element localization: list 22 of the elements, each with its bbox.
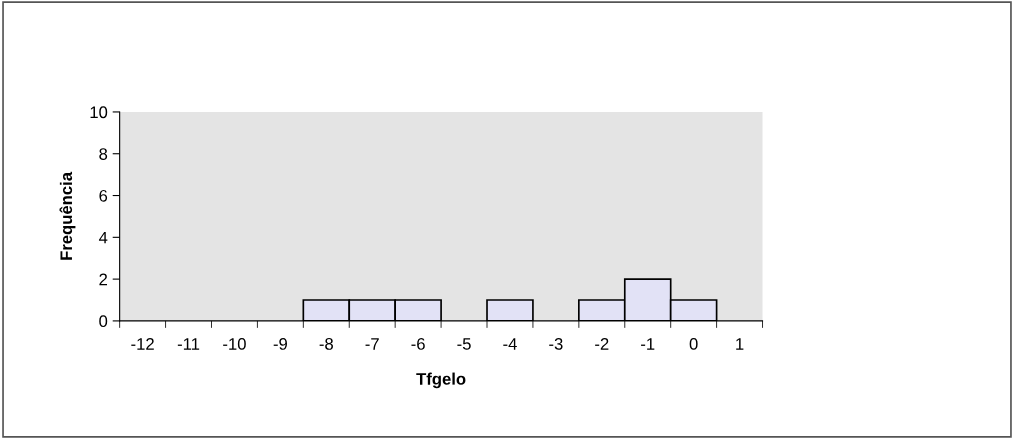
x-tick-label: -4 (503, 338, 517, 350)
y-tick-label: 4 (98, 231, 108, 244)
x-tick-label: -10 (223, 338, 246, 350)
x-tick-label: -3 (549, 338, 563, 350)
x-tick-label: -2 (595, 338, 609, 350)
y-tick-label: 0 (99, 315, 108, 328)
y-axis-title: Frequência (59, 171, 76, 260)
y-tick-label: 8 (99, 148, 108, 160)
x-tick-label: -1 (641, 338, 655, 350)
x-tick-label: -7 (365, 338, 379, 350)
y-tick-label: 2 (99, 273, 108, 286)
x-axis-title: Tfgelo (416, 372, 466, 389)
x-tick-label: 1 (736, 338, 744, 350)
y-tick-label: 10 (90, 106, 108, 119)
y-tick-label: 6 (99, 189, 108, 202)
x-tick-label: -6 (411, 338, 425, 350)
x-tick-label: -8 (319, 338, 333, 350)
x-tick-label: -5 (457, 338, 471, 350)
x-tick-label: -9 (273, 338, 287, 350)
x-tick-label: -12 (131, 338, 154, 350)
x-tick-label: -11 (177, 338, 200, 350)
x-tick-label: 0 (689, 338, 698, 350)
